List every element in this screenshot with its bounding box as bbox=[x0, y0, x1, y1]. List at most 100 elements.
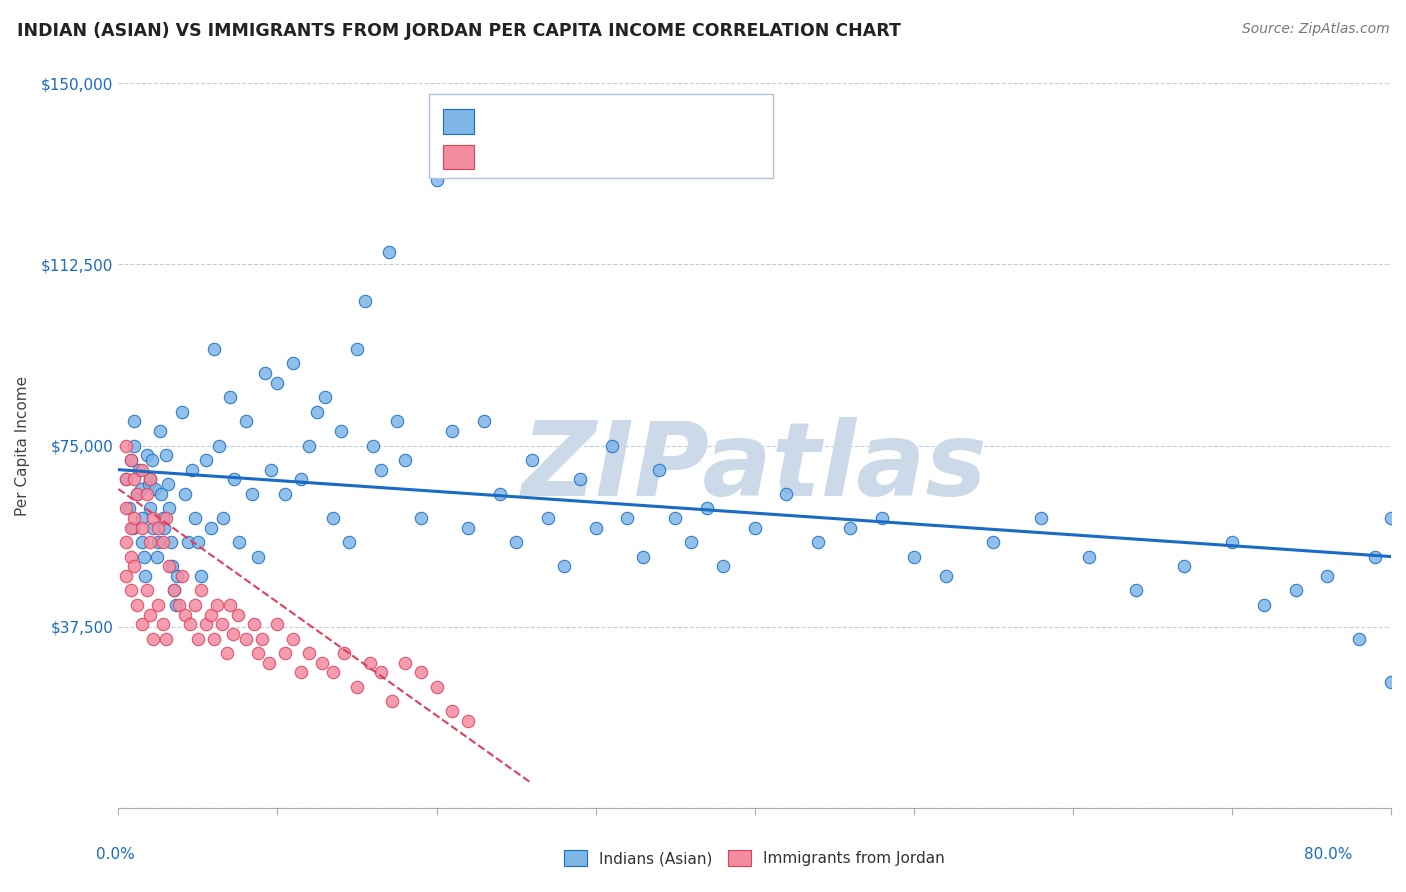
Point bbox=[616, 511, 638, 525]
Point bbox=[127, 487, 149, 501]
Point bbox=[253, 366, 276, 380]
Point bbox=[120, 549, 142, 564]
Point bbox=[359, 656, 381, 670]
Point bbox=[146, 520, 169, 534]
Point bbox=[139, 472, 162, 486]
Point bbox=[1348, 632, 1371, 646]
Point bbox=[136, 583, 159, 598]
Point bbox=[187, 632, 209, 646]
Point bbox=[202, 342, 225, 356]
Point bbox=[131, 511, 153, 525]
Point bbox=[1077, 549, 1099, 564]
Point bbox=[115, 569, 138, 583]
Point bbox=[425, 680, 447, 694]
Point bbox=[155, 448, 177, 462]
Point bbox=[190, 583, 212, 598]
Point bbox=[157, 501, 180, 516]
Text: 80.0%: 80.0% bbox=[1305, 847, 1353, 862]
Point bbox=[157, 559, 180, 574]
Point bbox=[247, 549, 270, 564]
Point bbox=[143, 482, 166, 496]
Point bbox=[981, 535, 1004, 549]
Point bbox=[457, 714, 479, 728]
Point bbox=[162, 559, 184, 574]
Point bbox=[200, 520, 222, 534]
Point bbox=[1396, 583, 1406, 598]
Point bbox=[505, 535, 527, 549]
Point bbox=[679, 535, 702, 549]
Point bbox=[283, 356, 305, 370]
Point bbox=[409, 511, 432, 525]
Point bbox=[139, 472, 162, 486]
Point bbox=[298, 438, 321, 452]
Point bbox=[122, 511, 145, 525]
Point bbox=[211, 617, 233, 632]
Text: R =  -0.255   N = 70: R = -0.255 N = 70 bbox=[482, 149, 637, 163]
Y-axis label: Per Capita Income: Per Capita Income bbox=[15, 376, 30, 516]
Point bbox=[139, 607, 162, 622]
Point bbox=[274, 646, 297, 660]
Point bbox=[361, 438, 384, 452]
Point bbox=[160, 535, 183, 549]
Point bbox=[322, 665, 344, 680]
Point bbox=[370, 463, 392, 477]
Point bbox=[1379, 675, 1402, 690]
Point bbox=[537, 511, 560, 525]
Legend: Indians (Asian), Immigrants from Jordan: Indians (Asian), Immigrants from Jordan bbox=[558, 844, 950, 872]
Point bbox=[744, 520, 766, 534]
Point bbox=[194, 453, 217, 467]
Point bbox=[127, 487, 149, 501]
Point bbox=[218, 390, 240, 404]
Point bbox=[394, 656, 416, 670]
Point bbox=[333, 646, 356, 660]
Point bbox=[346, 680, 368, 694]
Point bbox=[346, 342, 368, 356]
Point bbox=[163, 583, 186, 598]
Point bbox=[218, 598, 240, 612]
Point bbox=[118, 501, 141, 516]
Text: Source: ZipAtlas.com: Source: ZipAtlas.com bbox=[1241, 22, 1389, 37]
Point bbox=[177, 535, 200, 549]
Point bbox=[122, 438, 145, 452]
Point bbox=[235, 632, 257, 646]
Point bbox=[136, 448, 159, 462]
Point bbox=[207, 438, 229, 452]
Point bbox=[330, 424, 353, 438]
Point bbox=[1253, 598, 1275, 612]
Point bbox=[224, 472, 246, 486]
Point bbox=[298, 646, 321, 660]
Point bbox=[212, 511, 235, 525]
Point bbox=[228, 535, 250, 549]
Point bbox=[127, 598, 149, 612]
Point bbox=[870, 511, 893, 525]
Point bbox=[290, 472, 312, 486]
Point bbox=[205, 598, 228, 612]
Point bbox=[142, 511, 165, 525]
Point bbox=[489, 487, 512, 501]
Point bbox=[240, 487, 263, 501]
Point bbox=[120, 583, 142, 598]
Point bbox=[409, 665, 432, 680]
Point bbox=[1284, 583, 1306, 598]
Point bbox=[266, 617, 288, 632]
Point bbox=[115, 472, 138, 486]
Point bbox=[807, 535, 830, 549]
Point bbox=[142, 632, 165, 646]
Point bbox=[235, 414, 257, 428]
Point bbox=[222, 627, 245, 641]
Point bbox=[259, 656, 281, 670]
Point bbox=[149, 424, 172, 438]
Point bbox=[274, 487, 297, 501]
Point bbox=[1220, 535, 1243, 549]
Point bbox=[145, 549, 167, 564]
Point bbox=[600, 438, 623, 452]
Point bbox=[174, 607, 197, 622]
Point bbox=[170, 405, 193, 419]
Point bbox=[381, 694, 404, 708]
Point bbox=[585, 520, 607, 534]
Point bbox=[153, 520, 176, 534]
Point bbox=[1125, 583, 1147, 598]
Point bbox=[370, 665, 392, 680]
Point bbox=[553, 559, 575, 574]
Text: 0.0%: 0.0% bbox=[96, 847, 135, 862]
